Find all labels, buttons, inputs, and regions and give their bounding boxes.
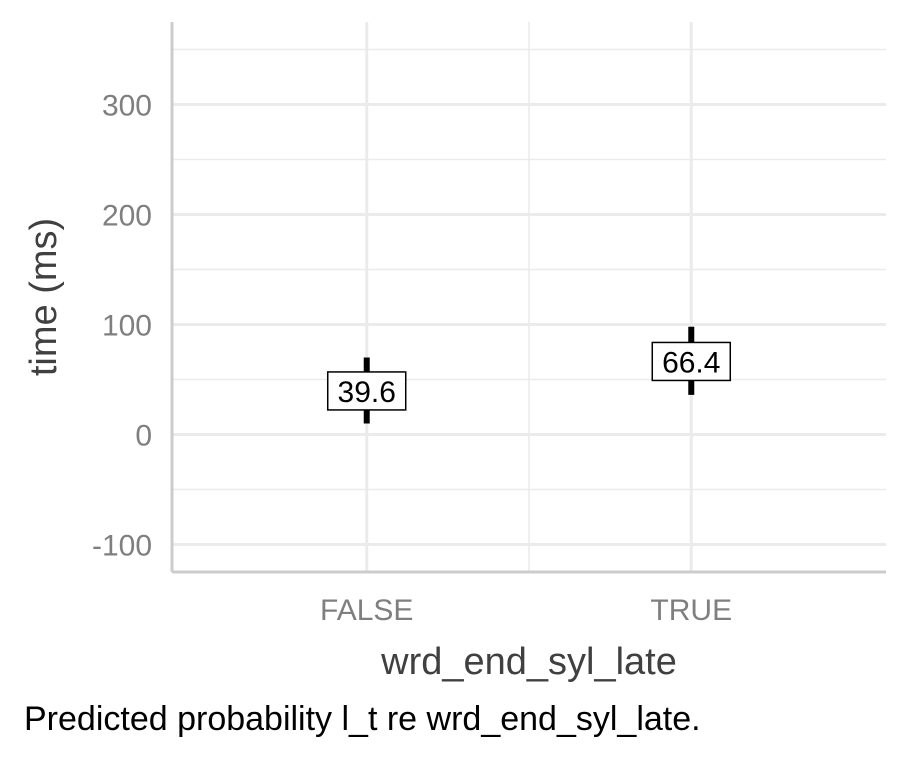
chart: -100 0 100 200 300 FALSE TRUE 39.6 66.4 wrd_en… (23, 22, 886, 683)
data-label-box (651, 341, 732, 382)
data-label-box (326, 371, 407, 411)
y-tick-label: 0 (135, 420, 152, 453)
x-axis-title: wrd_end_syl_late (380, 641, 677, 683)
y-tick-labels: -100 0 100 200 300 (92, 90, 152, 563)
x-tick-labels: FALSE TRUE (320, 594, 732, 627)
x-tick-label: FALSE (320, 594, 413, 627)
data-label: 66.4 (662, 346, 720, 379)
data-label: 39.6 (338, 376, 396, 409)
y-tick-label: 300 (102, 90, 152, 123)
major-gridlines (172, 22, 886, 572)
y-tick-label: -100 (92, 530, 152, 563)
figure-caption: Predicted probability l_t re wrd_end_syl… (24, 700, 701, 738)
x-tick-label: TRUE (650, 594, 732, 627)
minor-gridlines (172, 22, 886, 572)
y-tick-label: 200 (102, 200, 152, 233)
y-axis-title: time (ms) (23, 218, 65, 376)
y-tick-label: 100 (102, 310, 152, 343)
error-bars: 39.6 66.4 (326, 326, 732, 424)
